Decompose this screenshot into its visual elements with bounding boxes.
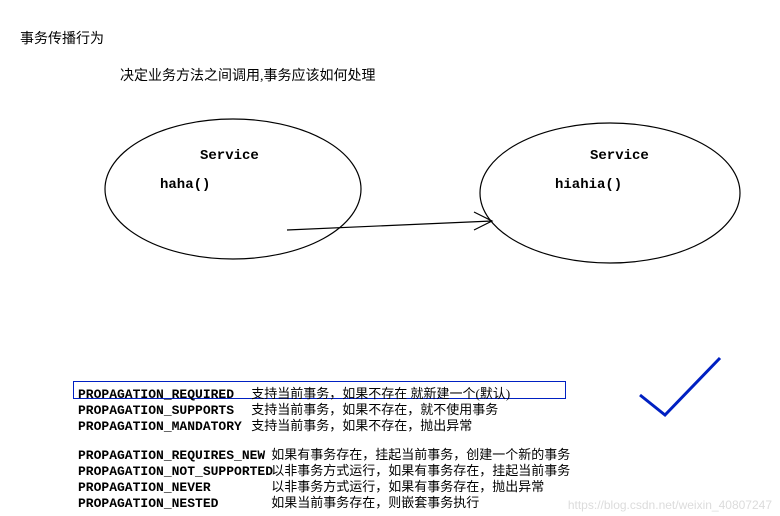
checkmark-icon xyxy=(640,358,720,415)
ellipse-right-method: hiahia() xyxy=(555,177,622,193)
propagation-row: PROPAGATION_NESTED 如果当前事务存在，则嵌套事务执行 xyxy=(78,492,479,511)
propagation-row: PROPAGATION_MANDATORY 支持当前事务，如果不存在，抛出异常 xyxy=(78,415,472,434)
propagation-name: PROPAGATION_NESTED xyxy=(78,496,268,511)
diagram-svg xyxy=(0,0,780,516)
ellipse-left-method: haha() xyxy=(160,177,210,193)
propagation-desc: 如果当前事务存在，则嵌套事务执行 xyxy=(268,495,479,510)
arrow-line xyxy=(287,221,492,230)
watermark-text: https://blog.csdn.net/weixin_40807247 xyxy=(568,498,772,512)
ellipse-right xyxy=(480,123,740,263)
ellipse-left-title: Service xyxy=(200,148,259,164)
ellipse-left xyxy=(105,119,361,259)
ellipse-right-title: Service xyxy=(590,148,649,164)
propagation-name: PROPAGATION_MANDATORY xyxy=(78,419,248,434)
propagation-desc: 支持当前事务，如果不存在，抛出异常 xyxy=(248,418,472,433)
